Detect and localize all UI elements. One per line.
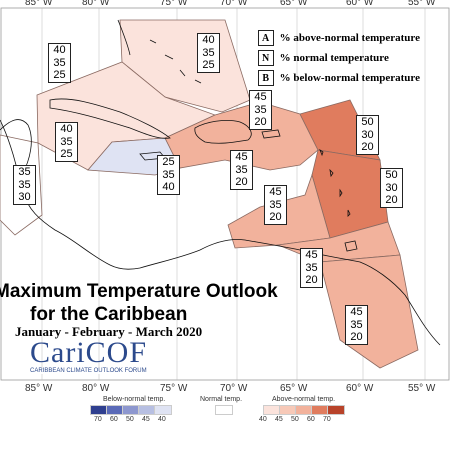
- coast-florida: [117, 19, 131, 56]
- prob-box-jamaica: 25 35 40: [157, 155, 180, 195]
- key-letter: N: [257, 50, 274, 66]
- key-row-above: A % above-normal temperature: [257, 28, 420, 48]
- colorbar-below-segment: [154, 405, 172, 415]
- lon-bottom-tick-label: 70° W: [220, 383, 248, 394]
- lon-bottom-tick-label: 80° W: [82, 383, 110, 394]
- colorbar-tick-label: 40: [158, 416, 166, 423]
- region-hispaniola: [164, 101, 319, 171]
- coast-hispaniola: [194, 120, 252, 144]
- colorbar-normal-segment: [215, 405, 233, 415]
- prob-box-hispaniola-south: 45 35 20: [230, 150, 253, 190]
- forecast-period: January - February - March 2020: [15, 324, 203, 339]
- coast-trinidad: [344, 240, 358, 252]
- colorbar-tick-label: 60: [307, 416, 315, 423]
- lon-top-tick-label: 80° W: [82, 0, 110, 8]
- key-letter: B: [257, 70, 274, 86]
- key-text: % below-normal temperature: [279, 72, 420, 84]
- coast-yucatan: [0, 119, 32, 176]
- colorbar-tick-label: 40: [259, 416, 267, 423]
- key-row-normal: N % normal temperature: [257, 48, 420, 68]
- colorbar-tick-label: 60: [110, 416, 118, 423]
- coast-lesser-antilles-4: [347, 209, 351, 217]
- colorbar-tick-label: 45: [275, 416, 283, 423]
- logo-subtitle: CARIBBEAN CLIMATE OUTLOOK FORUM: [30, 368, 175, 374]
- key-row-below: B % below-normal temperature: [257, 68, 420, 88]
- colorbar-normal-label: Normal temp.: [200, 396, 243, 403]
- logo-name: CariCOF: [30, 336, 148, 369]
- key-text: % above-normal temperature: [279, 32, 420, 44]
- lon-bottom-tick-label: 60° W: [346, 383, 374, 394]
- key-letter: A: [257, 30, 274, 46]
- coast-lesser-antilles-2: [329, 168, 334, 178]
- lon-top-tick-label: 70° W: [220, 0, 248, 8]
- colorbar-tick-label: 50: [291, 416, 299, 423]
- lon-top-tick-label: 55° W: [408, 0, 436, 8]
- coast-bahamas: [149, 39, 202, 84]
- lon-top-tick-label: 75° W: [160, 0, 188, 8]
- prob-box-central-america-north: 35 35 30: [13, 165, 36, 205]
- prob-box-cuba-west: 40 35 25: [55, 122, 78, 162]
- colorbar-below-label: Below-normal temp.: [103, 396, 166, 403]
- map-title: Maximum Temperature Outlook: [0, 281, 278, 302]
- colorbar-tick-label: 70: [94, 416, 102, 423]
- colorbar-above-label: Above-normal temp.: [272, 396, 336, 403]
- caricof-logo: CariCOF CARIBBEAN CLIMATE OUTLOOK FORUM: [30, 336, 175, 375]
- prob-box-windward-islands: 50 30 20: [380, 168, 403, 208]
- colorbar-above-segment: [327, 405, 345, 415]
- prob-box-trinidad: 45 35 20: [300, 248, 323, 288]
- lon-bottom-tick-label: 85° W: [25, 383, 53, 394]
- prob-box-guianas: 45 35 20: [345, 305, 368, 345]
- lon-top-tick-label: 85° W: [25, 0, 53, 8]
- probability-key: A % above-normal temperature N % normal …: [257, 28, 420, 88]
- prob-box-florida-west: 40 35 25: [48, 43, 71, 83]
- outlook-regions: [0, 19, 419, 369]
- colorbar-tick-label: 45: [142, 416, 150, 423]
- coast-puerto-rico: [261, 129, 281, 139]
- lon-top-tick-label: 60° W: [346, 0, 374, 8]
- map-subtitle: for the Caribbean: [30, 304, 188, 325]
- colorbar-tick-label: 50: [126, 416, 134, 423]
- lon-top-tick-label: 65° W: [280, 0, 308, 8]
- lon-bottom-tick-label: 65° W: [280, 383, 308, 394]
- prob-box-bahamas-north: 40 35 25: [197, 33, 220, 73]
- lon-bottom-tick-label: 55° W: [408, 383, 436, 394]
- coast-lesser-antilles-3: [339, 188, 343, 198]
- colorbar-tick-label: 70: [323, 416, 331, 423]
- prob-box-leeward-islands: 50 30 20: [356, 115, 379, 155]
- prob-box-hispaniola-north: 45 35 20: [249, 90, 272, 130]
- lon-bottom-tick-label: 75° W: [160, 383, 188, 394]
- key-text: % normal temperature: [279, 52, 389, 64]
- coast-lesser-antilles-1: [319, 148, 324, 157]
- coast-cuba: [49, 98, 171, 139]
- prob-box-abc-islands: 45 35 20: [264, 185, 287, 225]
